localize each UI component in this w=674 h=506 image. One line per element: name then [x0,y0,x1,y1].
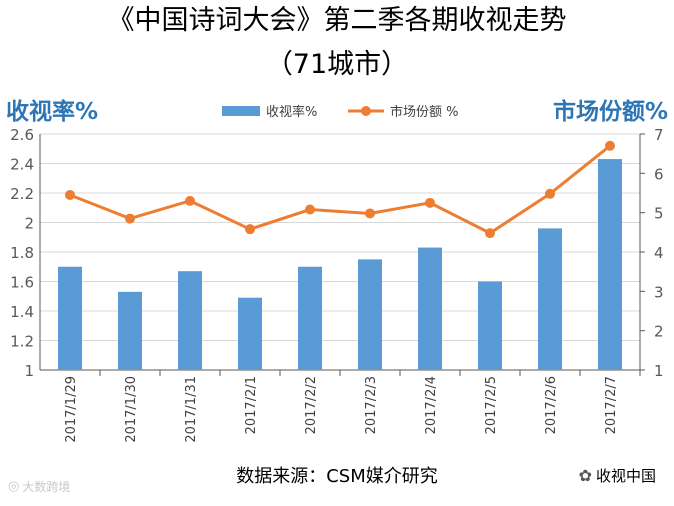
right-axis-title: 市场份额% [552,99,668,125]
right-tick-label: 3 [654,283,664,301]
left-tick-label: 1.2 [10,333,34,351]
legend-bar-swatch [222,106,260,116]
share-point [485,228,495,239]
x-tick-label: 2017/2/5 [484,376,499,434]
wechat-icon: ✿ [578,466,592,485]
bar [598,159,622,370]
share-line [69,144,611,235]
x-tick-label: 2017/2/2 [304,376,319,434]
share-point [545,188,555,199]
left-tick-label: 2 [24,215,34,233]
left-axis-title: 收视率% [6,99,99,125]
left-tick-label: 2.2 [10,185,34,203]
right-tick-label: 4 [654,244,664,262]
bar [178,271,202,370]
left-tick-label: 2.6 [10,126,34,144]
x-tick-label: 2017/1/29 [64,376,79,443]
legend-line-label: 市场份额 % [390,104,459,120]
x-tick-label: 2017/2/7 [604,376,619,434]
bar [538,228,562,370]
share-point [365,208,375,219]
legend-line-marker [361,106,371,116]
share-point [185,195,195,206]
bar [58,266,82,370]
bar [358,259,382,370]
bar [238,297,262,370]
bar [118,291,142,370]
watermark-left: ◎ 大数跨境 [8,478,70,495]
x-tick-label: 2017/2/6 [544,376,559,434]
x-tick-label: 2017/2/3 [364,376,379,434]
right-tick-label: 1 [654,362,664,380]
x-tick-label: 2017/2/1 [244,376,259,434]
share-point [65,189,75,200]
chart-title: 《中国诗词大会》第二季各期收视走势 [107,5,567,36]
right-tick-label: 5 [654,205,664,223]
x-tick-label: 2017/2/4 [424,376,439,434]
left-tick-label: 1.8 [10,244,34,262]
share-point [245,224,255,235]
data-source: 数据来源：CSM媒介研究 [236,466,438,487]
watermark-left-text: 大数跨境 [22,480,71,494]
left-tick-label: 2.4 [10,156,34,174]
share-point [305,204,315,215]
watermark-right: ✿ 收视中国 [579,465,656,486]
left-tick-label: 1.6 [10,274,34,292]
bar [478,281,502,370]
share-point [125,213,135,224]
bar [418,247,442,370]
x-tick-label: 2017/1/31 [184,376,199,443]
right-tick-label: 2 [654,323,664,341]
left-tick-label: 1.4 [10,303,34,321]
right-tick-label: 6 [654,165,664,183]
x-tick-label: 2017/1/30 [124,376,139,443]
right-tick-label: 7 [654,126,664,144]
watermark-right-text: 收视中国 [595,467,656,485]
left-tick-label: 1 [24,362,34,380]
share-point [605,140,615,151]
watermark-logo-icon: ◎ [8,479,20,494]
legend-bar-label: 收视率% [266,104,317,120]
chart-subtitle: （71城市） [265,49,409,80]
bar [298,266,322,370]
share-point [425,197,435,208]
